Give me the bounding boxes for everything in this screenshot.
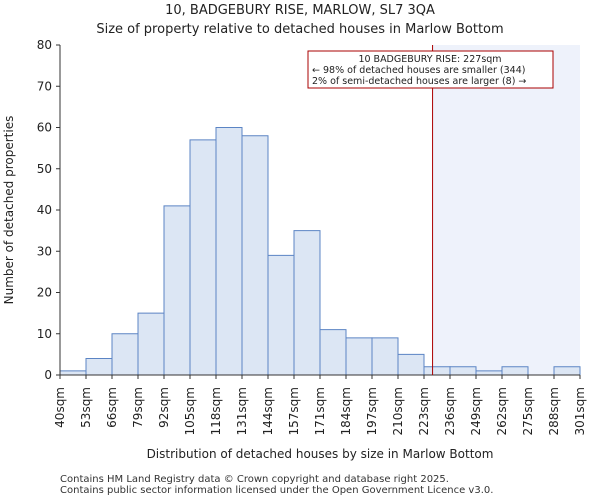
x-tick-label: 40sqm — [53, 387, 67, 428]
annotation-line-2: ← 98% of detached houses are smaller (34… — [312, 65, 525, 76]
histogram-bar — [345, 337, 373, 376]
annotation-box — [307, 50, 554, 89]
histogram-bar — [501, 366, 529, 376]
x-axis-label: Distribution of detached houses by size … — [147, 447, 494, 461]
histogram-bar — [293, 230, 321, 376]
x-tick-label: 105sqm — [183, 387, 197, 435]
x-tick-label: 157sqm — [287, 387, 301, 435]
y-tick-label: 80 — [37, 38, 52, 52]
x-tick-label: 79sqm — [131, 387, 145, 428]
y-tick-label: 40 — [37, 203, 52, 217]
x-tick-label: 171sqm — [313, 387, 327, 435]
y-tick-label: 70 — [37, 79, 52, 93]
histogram-bar — [267, 254, 295, 376]
annotation-line-3: 2% of semi-detached houses are larger (8… — [312, 76, 526, 87]
x-tick-label: 53sqm — [79, 387, 93, 428]
histogram-bar — [215, 127, 243, 376]
histogram-bar — [163, 205, 191, 376]
histogram-bar — [449, 366, 477, 376]
y-axis-label: Number of detached properties — [2, 116, 16, 305]
x-tick-label: 197sqm — [365, 387, 379, 435]
x-tick-label: 92sqm — [157, 387, 171, 428]
histogram-bar — [319, 329, 347, 376]
x-tick-label: 301sqm — [573, 387, 587, 435]
histogram-bar — [423, 366, 451, 376]
footer-copyright: Contains HM Land Registry data © Crown c… — [60, 474, 449, 485]
x-tick-label: 184sqm — [339, 387, 353, 435]
histogram-bar — [59, 370, 87, 376]
y-tick-label: 60 — [37, 121, 52, 135]
histogram-bar — [189, 139, 217, 376]
histogram-bar — [371, 337, 399, 376]
highlight-region — [432, 45, 580, 375]
x-tick-label: 275sqm — [521, 387, 535, 435]
x-tick-label: 249sqm — [469, 387, 483, 435]
annotation-line-1: 10 BADGEBURY RISE: 227sqm — [358, 54, 501, 65]
chart-subtitle: Size of property relative to detached ho… — [96, 22, 504, 37]
footer-licence: Contains public sector information licen… — [60, 485, 494, 496]
y-tick-label: 20 — [37, 286, 52, 300]
histogram-bar — [137, 312, 165, 376]
x-tick-label: 288sqm — [547, 387, 561, 435]
x-tick-label: 144sqm — [261, 387, 275, 435]
histogram-bar — [85, 358, 113, 376]
y-tick-label: 30 — [37, 244, 52, 258]
x-tick-label: 131sqm — [235, 387, 249, 435]
histogram-bar — [111, 333, 139, 376]
y-tick-label: 50 — [37, 162, 52, 176]
x-tick-label: 236sqm — [443, 387, 457, 435]
histogram-bar — [397, 353, 425, 376]
chart-title: 10, BADGEBURY RISE, MARLOW, SL7 3QA — [165, 3, 435, 18]
x-tick-label: 262sqm — [495, 387, 509, 435]
x-tick-label: 210sqm — [391, 387, 405, 435]
y-tick-label: 0 — [44, 368, 52, 382]
x-tick-label: 66sqm — [105, 387, 119, 428]
x-tick-label: 118sqm — [209, 387, 223, 435]
y-tick-label: 10 — [37, 327, 52, 341]
x-tick-label: 223sqm — [417, 387, 431, 435]
histogram-bar — [553, 366, 581, 376]
histogram-bar — [241, 135, 269, 376]
histogram-bar — [475, 370, 503, 376]
